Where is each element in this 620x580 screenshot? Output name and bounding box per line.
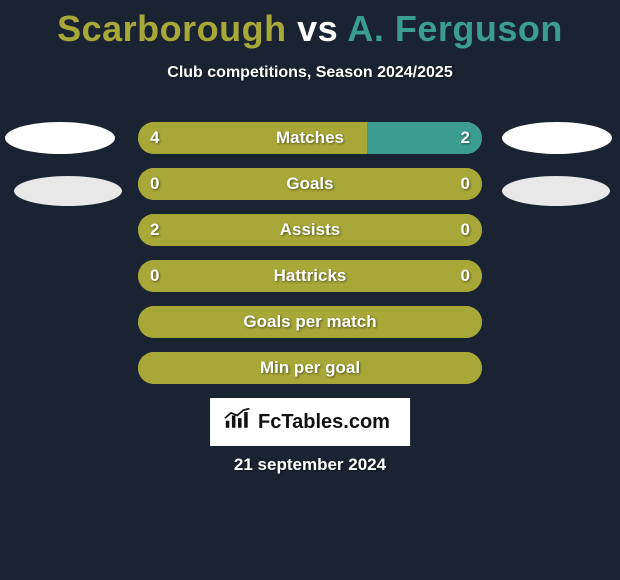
bar-segment-player1: [138, 260, 482, 292]
bar-segment-player1: [138, 122, 367, 154]
chart-icon: [224, 408, 252, 436]
stat-row: Min per goal: [138, 352, 482, 384]
player2-avatar-top: [502, 122, 612, 154]
branding-badge: FcTables.com: [210, 398, 410, 446]
stat-row: Goals00: [138, 168, 482, 200]
bar-segment-player1: [138, 214, 482, 246]
date-label: 21 september 2024: [0, 455, 620, 475]
title-player1: Scarborough: [57, 8, 287, 49]
player1-avatar-bottom: [14, 176, 122, 206]
bar-segment-player1: [138, 352, 482, 384]
subtitle: Club competitions, Season 2024/2025: [0, 64, 620, 82]
stat-row: Assists20: [138, 214, 482, 246]
stat-row: Hattricks00: [138, 260, 482, 292]
stat-row: Goals per match: [138, 306, 482, 338]
bar-segment-player1: [138, 168, 482, 200]
bar-segment-player1: [138, 306, 482, 338]
stat-row: Matches42: [138, 122, 482, 154]
title-vs: vs: [297, 8, 338, 49]
branding-label: FcTables.com: [258, 411, 390, 434]
player2-avatar-bottom: [502, 176, 610, 206]
comparison-bars: Matches42 Goals00 Assists20 Hattricks00 Goal…: [138, 122, 482, 398]
title-player2: A. Ferguson: [347, 8, 563, 49]
player1-avatar-top: [5, 122, 115, 154]
page-title: Scarborough vs A. Ferguson: [0, 0, 620, 50]
bar-segment-player2: [367, 122, 482, 154]
